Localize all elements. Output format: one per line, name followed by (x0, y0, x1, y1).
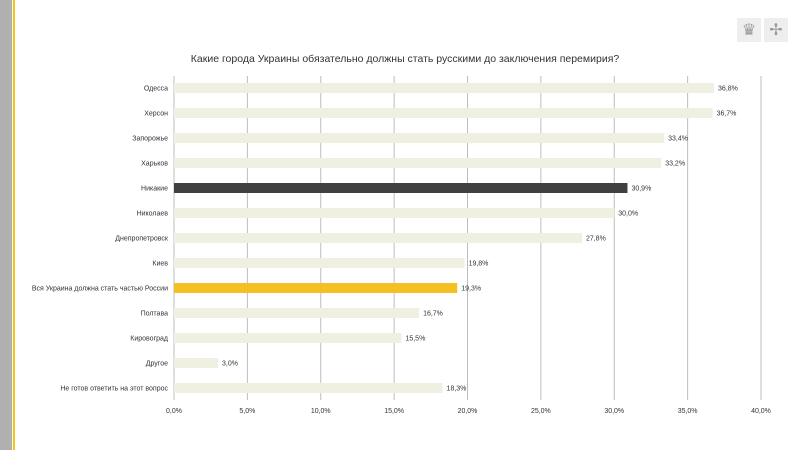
data-label: 19,8% (469, 261, 489, 268)
eagle-emblem-icon: ♛ (737, 18, 761, 42)
category-label: Одесса (144, 86, 168, 93)
logos: ♛ ✢ (737, 18, 788, 42)
category-label: Другое (146, 361, 168, 368)
data-label: 27,8% (586, 236, 606, 243)
category-label: Никакие (141, 186, 168, 193)
category-label: Харьков (141, 161, 168, 168)
category-label: Кировоград (130, 336, 168, 343)
bar (174, 158, 662, 168)
x-tick-label: 40,0% (751, 408, 771, 415)
bar (174, 108, 713, 118)
category-label: Вся Украина должна стать частью России (32, 286, 168, 293)
data-label: 18,3% (447, 386, 467, 393)
category-label: Не готов ответить на этот вопрос (60, 386, 168, 393)
bar (174, 308, 420, 318)
bar (174, 208, 615, 218)
data-label: 33,2% (665, 161, 685, 168)
category-label: Николаев (137, 211, 169, 218)
data-label: 30,0% (618, 211, 638, 218)
bar (174, 358, 219, 368)
bar (174, 283, 458, 293)
x-tick-label: 30,0% (604, 408, 624, 415)
bar (174, 383, 443, 393)
x-tick-label: 10,0% (311, 408, 331, 415)
category-label: Полтава (141, 311, 169, 318)
bar (174, 133, 665, 143)
x-tick-label: 15,0% (384, 408, 404, 415)
x-tick-label: 35,0% (678, 408, 698, 415)
data-label: 33,4% (668, 136, 688, 143)
chart-title: Какие города Украины обязательно должны … (191, 53, 620, 65)
data-label: 15,5% (405, 336, 425, 343)
data-label: 36,8% (718, 86, 738, 93)
category-label: Запорожье (132, 136, 168, 143)
bar (174, 83, 715, 93)
category-label: Киев (152, 261, 168, 268)
side-strip (0, 0, 12, 450)
bar (174, 333, 402, 343)
data-label: 30,9% (631, 186, 651, 193)
data-label: 36,7% (717, 111, 737, 118)
category-label: Херсон (144, 111, 168, 118)
bar (174, 233, 582, 243)
x-tick-label: 20,0% (458, 408, 478, 415)
bar (174, 183, 628, 193)
x-tick-label: 5,0% (239, 408, 255, 415)
data-label: 3,0% (222, 361, 238, 368)
bar (174, 258, 465, 268)
x-tick-label: 25,0% (531, 408, 551, 415)
x-tick-label: 0,0% (166, 408, 182, 415)
accent-line (13, 0, 15, 450)
cross-emblem-icon: ✢ (764, 18, 788, 42)
category-label: Днепропетровск (115, 236, 169, 243)
data-label: 19,3% (461, 286, 481, 293)
data-label: 16,7% (423, 311, 443, 318)
